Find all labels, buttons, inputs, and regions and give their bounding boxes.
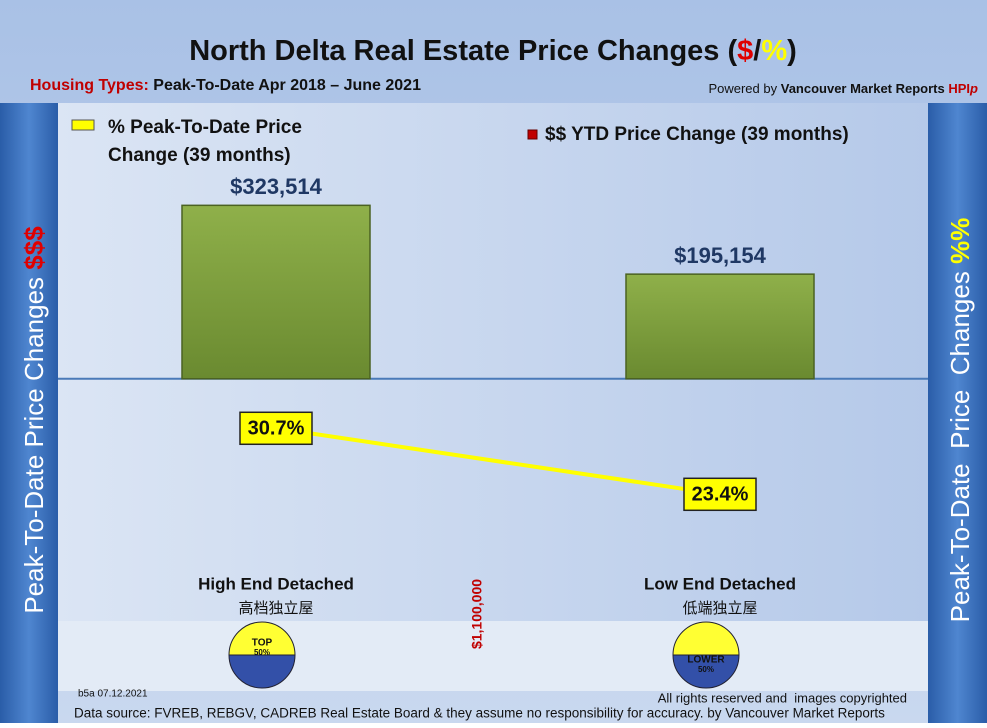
badge-top xyxy=(672,621,740,656)
badge-text: 50% xyxy=(254,648,270,657)
category-label: High End Detached xyxy=(198,574,354,593)
left-panel xyxy=(0,103,58,723)
footer-rights: All rights reserved and images copyright… xyxy=(658,690,907,705)
footer-code: b5a 07.12.2021 xyxy=(78,689,148,700)
legend-entry: $$ YTD Price Change (39 months) xyxy=(545,124,849,145)
badge-text: LOWER xyxy=(687,655,725,666)
data-label: $195,154 xyxy=(674,243,767,268)
badge-text: 50% xyxy=(698,665,714,674)
bar xyxy=(625,273,815,380)
category-label: Low End Detached xyxy=(644,574,796,593)
right-panel xyxy=(928,103,987,723)
badge-bottom xyxy=(672,654,740,689)
line xyxy=(275,426,721,497)
footer-source: Data source: FVREB, REBGV, CADREB Real E… xyxy=(74,706,885,721)
data-label: $323,514 xyxy=(230,174,323,199)
credit: Powered by Vancouver Market Reports HPIp xyxy=(708,81,978,96)
data-label-box xyxy=(683,477,757,512)
chart-title: North Delta Real Estate Price Changes ($… xyxy=(189,35,797,67)
legend-swatch xyxy=(527,129,538,140)
subtitle: Housing Types: Peak-To-Date Apr 2018 – J… xyxy=(30,77,421,94)
badge-bottom xyxy=(228,654,296,689)
category-subtitle: 低端独立屋 xyxy=(682,600,757,617)
right-axis-label: Peak-To-Date Price Changes %% xyxy=(945,218,975,623)
badge-text: TOP xyxy=(252,638,273,649)
divider-label: $1,100,000 xyxy=(469,579,485,649)
category-subtitle: 高档独立屋 xyxy=(238,600,313,617)
data-label: 23.4% xyxy=(692,484,749,506)
data-label: 30.7% xyxy=(248,418,305,440)
left-axis-label: Peak-To-Date Price Changes $$$ xyxy=(19,226,49,614)
legend-swatch xyxy=(71,119,95,131)
bar xyxy=(181,204,371,380)
legend-entry: % Peak-To-Date Price Change (39 months) xyxy=(108,117,302,166)
badge-band xyxy=(58,621,928,691)
data-label-box xyxy=(239,411,313,446)
badge-top xyxy=(228,621,296,656)
